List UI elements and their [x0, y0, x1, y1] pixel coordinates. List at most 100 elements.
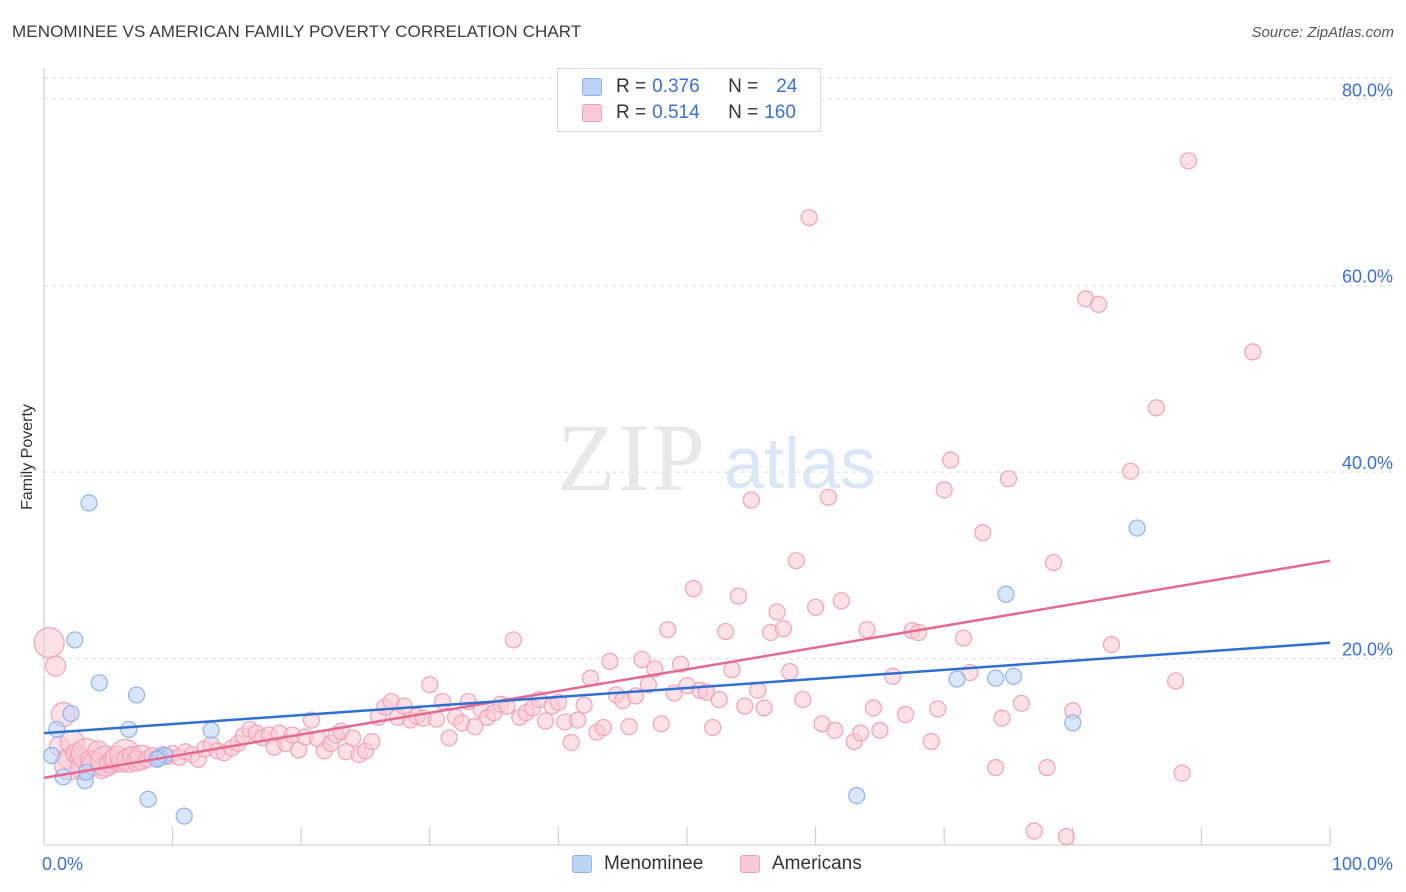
data-point [909, 623, 928, 642]
data-point [794, 690, 812, 709]
data-point [575, 696, 593, 714]
americans-swatch [582, 104, 602, 122]
data-point [202, 721, 220, 739]
data-point [848, 786, 866, 805]
source-label: Source: ZipAtlas.com [1251, 24, 1394, 41]
data-point [1122, 462, 1140, 480]
legend-n-label: N = [728, 102, 759, 123]
menominee-trend-line [43, 641, 1331, 735]
data-point [884, 667, 902, 685]
watermark-atlas: atlas [724, 424, 876, 504]
data-point [858, 621, 876, 639]
legend-r-label: R = [616, 76, 647, 97]
data-point [1012, 694, 1030, 712]
data-point [871, 721, 889, 739]
legend-n-value: 160 [764, 102, 796, 123]
data-point [1179, 152, 1198, 170]
data-point [90, 674, 108, 692]
data-point [832, 592, 850, 610]
data-point [922, 732, 940, 751]
data-point [729, 587, 748, 605]
x-tick-label: 100.0% [1332, 854, 1393, 874]
data-point [1147, 399, 1165, 417]
data-point [755, 699, 773, 717]
data-point [1102, 635, 1120, 654]
data-point [127, 686, 146, 704]
y-tick-label: 20.0% [1342, 640, 1393, 660]
data-point [800, 209, 818, 227]
data-point [954, 629, 973, 647]
data-point [569, 711, 587, 729]
data-point [987, 759, 1005, 777]
data-point [1038, 759, 1056, 777]
bottom-legend-menominee: Menominee [572, 852, 703, 876]
data-point [935, 481, 953, 499]
data-point [1025, 822, 1043, 840]
data-point [562, 733, 580, 752]
tick-labels: 20.0% 40.0% 60.0% 80.0% 0.0% 100.0% [42, 80, 1393, 874]
chart-title: MENOMINEE VS AMERICAN FAMILY POVERTY COR… [12, 22, 582, 41]
data-point [929, 700, 947, 718]
y-tick-label: 60.0% [1342, 267, 1393, 287]
data-point [819, 488, 838, 506]
data-point [33, 627, 65, 659]
legend-r-value: 0.376 [652, 76, 700, 97]
americans-swatch [740, 855, 760, 873]
data-point [659, 621, 677, 639]
data-point [852, 724, 870, 742]
data-point [723, 661, 741, 679]
data-point [781, 663, 799, 681]
data-point [999, 470, 1018, 488]
data-point [1064, 714, 1082, 732]
data-point [806, 598, 825, 616]
data-point [768, 603, 786, 621]
y-tick-label: 40.0% [1342, 453, 1393, 473]
data-point [1167, 672, 1185, 690]
data-point [897, 705, 915, 724]
data-point [536, 712, 555, 730]
data-point [987, 669, 1005, 687]
data-point [54, 768, 72, 786]
legend-n-label: N = [728, 76, 759, 97]
data-point [633, 650, 651, 669]
data-point [44, 655, 67, 677]
data-point [80, 494, 98, 512]
data-point [716, 622, 735, 641]
data-point [864, 699, 883, 717]
data-point [363, 732, 381, 751]
data-point [697, 683, 715, 701]
data-point [1005, 667, 1023, 685]
data-point [594, 718, 613, 737]
data-point [736, 697, 754, 715]
data-point [504, 631, 522, 649]
legend-row-menominee: R = 0.376 N = 24 [582, 75, 797, 99]
legend-row-americans: R = 0.514 N = 160 [582, 101, 796, 125]
watermark-zip: ZIP [557, 404, 707, 511]
data-point [1244, 343, 1262, 361]
data-point [652, 715, 670, 733]
data-point [749, 681, 767, 699]
data-point [1057, 828, 1075, 846]
data-point [421, 676, 439, 694]
x-tick-label: 0.0% [42, 854, 83, 874]
americans-legend-label: Americans [772, 853, 862, 874]
legend-n-value: 24 [776, 76, 798, 97]
data-point [48, 720, 66, 739]
data-point [704, 718, 722, 737]
data-point [1044, 553, 1063, 572]
legend-r-value: 0.514 [652, 102, 700, 123]
data-point [974, 524, 992, 542]
data-point [684, 580, 703, 598]
menominee-swatch [582, 78, 602, 96]
menominee-points [43, 494, 1146, 825]
y-tick-label: 80.0% [1342, 80, 1393, 100]
data-point [466, 718, 484, 736]
bottom-legend-americans: Americans [740, 852, 862, 876]
legend-r-label: R = [616, 102, 647, 123]
data-point [942, 451, 960, 469]
data-point [434, 692, 452, 711]
data-point [1089, 295, 1108, 313]
data-point [66, 631, 84, 649]
watermark: ZIP atlas [557, 404, 876, 511]
data-point [1128, 519, 1146, 537]
